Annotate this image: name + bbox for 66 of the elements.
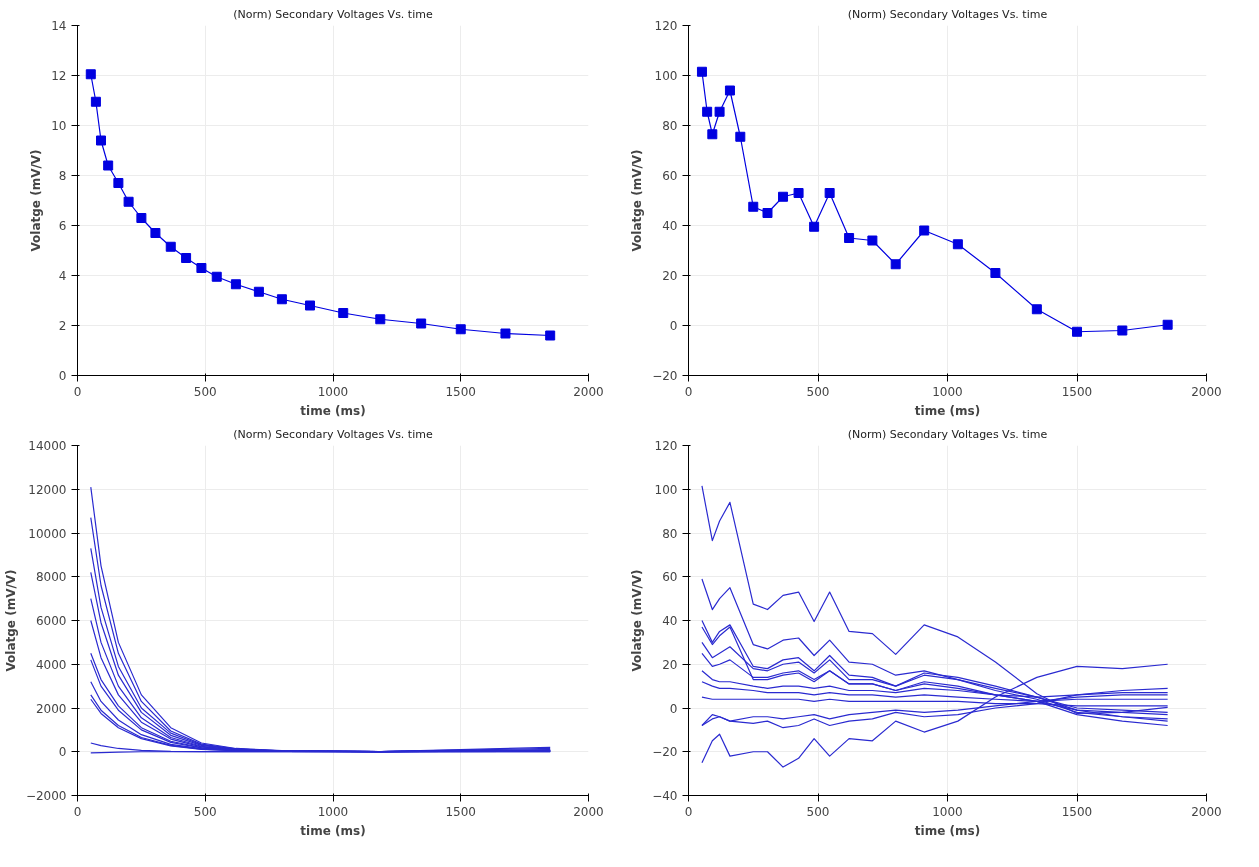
y-tick-label: 6 [58,219,67,233]
y-tick-label: 6000 [35,614,67,628]
x-tick-label: 500 [806,804,830,819]
x-tick-label: 2000 [1191,804,1222,819]
y-tick-label: 14 [51,19,67,33]
y-tick-label: 0 [58,369,67,383]
x-axis-title: time (ms) [300,823,366,838]
y-tick-label: 40 [662,614,678,628]
y-axis-title: Volatge (mV/V) [630,569,645,672]
y-tick-label: 10 [51,119,67,133]
y-tick-label: 100 [654,482,678,497]
y-tick-label: 120 [654,439,678,453]
x-tick-label: 500 [193,804,217,819]
y-tick-label: 4000 [35,657,67,672]
y-tick-label: 60 [662,570,678,585]
y-tick-label: −2000 [25,789,67,803]
y-tick-label: 80 [662,119,678,133]
x-tick-label: 0 [73,384,82,399]
x-tick-label: 1500 [1061,384,1093,399]
chart-title: (Norm) Secondary Voltages Vs. time [233,7,433,21]
y-axis-title: Volatge (mV/V) [630,149,645,252]
y-tick-label: 8 [58,169,67,183]
y-tick-label: 8000 [35,570,67,585]
x-axis-title: time (ms) [300,403,366,418]
x-tick-label: 0 [684,804,693,819]
y-tick-label: 0 [58,745,67,760]
y-tick-label: 10000 [28,526,67,541]
y-axis-title: Volatge (mV/V) [3,569,18,672]
chart-title: (Norm) Secondary Voltages Vs. time [847,427,1048,441]
x-tick-label: 1500 [445,384,477,399]
y-tick-label: 2 [58,319,67,333]
y-tick-label: 14000 [28,439,67,453]
y-tick-label: 2000 [35,701,67,716]
chart-title: (Norm) Secondary Voltages Vs. time [233,427,433,441]
y-tick-label: 0 [669,319,678,333]
x-axis-title: time (ms) [914,403,981,418]
y-tick-label: 12000 [28,482,67,497]
x-tick-label: 500 [806,384,830,399]
y-tick-label: 20 [662,269,678,283]
x-tick-label: 1000 [317,384,349,399]
x-tick-label: 0 [73,804,82,819]
x-tick-label: 1000 [932,804,963,819]
x-tick-label: 1500 [445,804,477,819]
x-tick-label: 2000 [573,804,604,819]
x-axis-title: time (ms) [914,823,981,838]
y-tick-label: 60 [662,169,678,183]
chart-title: (Norm) Secondary Voltages Vs. time [847,7,1048,21]
y-tick-label: 4 [58,269,67,283]
y-tick-label: 0 [669,701,678,716]
y-tick-label: 40 [662,219,678,233]
y-tick-label: −40 [652,789,678,803]
y-tick-label: 100 [654,69,678,83]
x-tick-label: 1000 [317,804,349,819]
y-tick-label: 120 [654,19,678,33]
x-tick-label: 0 [684,384,693,399]
y-tick-label: 80 [662,526,678,541]
y-tick-label: −20 [652,369,678,383]
y-tick-label: 12 [51,69,67,83]
x-tick-label: 500 [193,384,217,399]
x-tick-label: 1000 [932,384,963,399]
x-tick-label: 1500 [1061,804,1093,819]
y-tick-label: −20 [652,745,678,760]
y-axis-title: Volatge (mV/V) [29,149,44,252]
x-tick-label: 2000 [1191,384,1222,399]
x-tick-label: 2000 [573,384,604,399]
y-tick-label: 20 [662,657,678,672]
